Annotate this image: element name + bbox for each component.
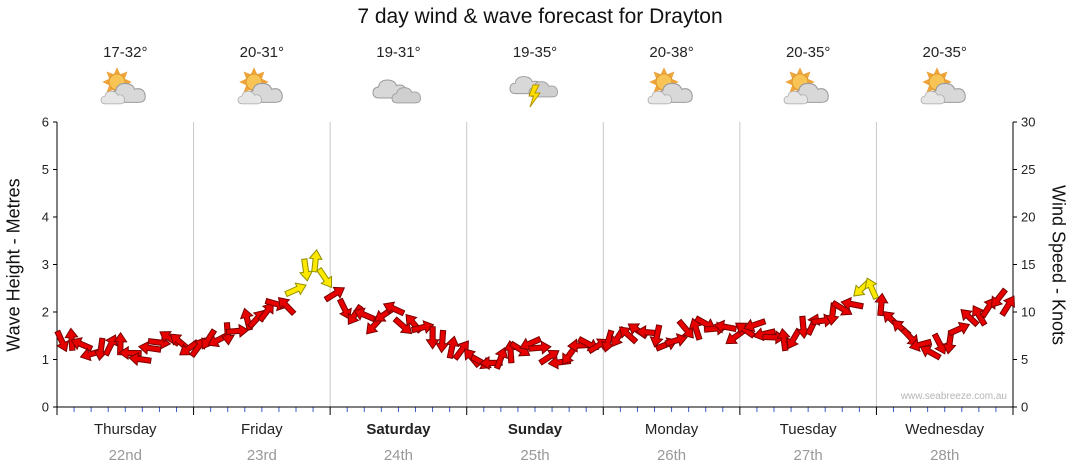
right-axis-tick-label: 5: [1021, 352, 1028, 367]
wind-arrow: [786, 327, 802, 350]
wind-arrow: [600, 329, 615, 353]
cloud-shape: [647, 90, 672, 105]
wind-arrow: [54, 329, 70, 353]
wind-arrow: [435, 329, 450, 354]
partly-cloudy-icon: [783, 67, 829, 105]
cloud-shape: [237, 90, 262, 105]
day-name-label: Sunday: [507, 421, 563, 438]
day-date-label: 25th: [520, 447, 550, 464]
wind-arrow: [277, 297, 297, 317]
day-temperature-range: 20-35°: [922, 44, 967, 61]
left-axis-tick-label: 0: [42, 400, 49, 415]
right-axis-tick-label: 10: [1021, 305, 1035, 320]
wind-arrow: [971, 305, 988, 327]
wind-arrow: [649, 324, 664, 348]
thunderstorm-icon: [509, 76, 558, 108]
wind-arrow-strong: [864, 277, 880, 300]
day-name-label: Friday: [241, 421, 283, 438]
wind-arrow: [128, 351, 152, 367]
day-temperature-range: 17-32°: [103, 44, 148, 61]
day-temperature-range: 20-38°: [649, 44, 694, 61]
wind-arrow: [991, 287, 1008, 308]
wind-arrow-strong: [308, 248, 323, 273]
wind-arrow: [919, 345, 942, 361]
wind-arrow-strong: [298, 258, 314, 282]
partly-cloudy-icon: [647, 67, 693, 105]
left-axis-tick-label: 5: [42, 162, 49, 177]
wind-arrow: [713, 319, 738, 334]
cloud-shape: [920, 90, 945, 105]
wind-arrow: [664, 333, 688, 347]
partly-cloudy-icon: [920, 67, 966, 105]
left-axis-tick-label: 3: [42, 257, 49, 272]
wind-arrow: [70, 337, 94, 352]
day-temperature-range: 20-31°: [239, 44, 285, 61]
wind-arrow: [353, 307, 377, 323]
right-axis-tick-label: 0: [1021, 400, 1028, 415]
wind-arrow: [528, 340, 552, 355]
wind-arrow: [942, 330, 957, 355]
wind-arrow: [734, 322, 756, 339]
left-axis-tick-label: 6: [42, 115, 49, 130]
wind-arrow: [445, 335, 460, 359]
wind-arrow: [225, 323, 250, 338]
day-temperature-range: 20-35°: [785, 44, 831, 61]
day-name-label: Thursday: [94, 421, 157, 438]
wind-arrow: [382, 301, 406, 317]
left-axis-tick-label: 2: [42, 305, 49, 320]
cloud-shape: [391, 87, 422, 104]
day-name-label: Tuesday: [779, 421, 837, 438]
wind-arrow: [493, 346, 509, 370]
cloudy-icon: [372, 79, 422, 104]
wind-arrow-strong: [316, 267, 333, 289]
day-date-label: 23rd: [246, 447, 277, 464]
chart-title: 7 day wind & wave forecast for Drayton: [357, 5, 723, 28]
watermark-text: www.seabreeze.com.au: [900, 391, 1007, 402]
wind-arrow: [999, 295, 1015, 317]
day-date-label: 22nd: [108, 447, 142, 464]
day-name-label: Monday: [644, 421, 699, 438]
wind-arrow: [93, 337, 108, 362]
wind-arrow: [960, 308, 980, 328]
partly-cloudy-icon: [100, 67, 147, 105]
day-date-label: 24th: [383, 447, 414, 464]
left-axis-tick-label: 4: [42, 210, 49, 225]
wind-arrow: [743, 318, 767, 333]
right-axis-tick-label: 20: [1021, 210, 1035, 225]
wind-arrow: [323, 286, 346, 303]
wind-arrow: [825, 302, 840, 326]
wind-arrow: [947, 321, 971, 337]
day-date-label: 26th: [656, 447, 687, 464]
day-date-label: 28th: [930, 447, 960, 464]
wind-arrow: [137, 340, 162, 355]
day-temperature-range: 19-35°: [512, 44, 558, 61]
right-axis-tick-label: 15: [1021, 257, 1035, 272]
right-axis-tick-label: 30: [1021, 115, 1035, 130]
wind-arrow: [840, 296, 864, 311]
partly-cloudy-icon: [237, 67, 283, 105]
wind-arrow: [908, 338, 933, 352]
lightning-bolt-icon: [528, 84, 541, 108]
day-date-label: 27th: [793, 447, 823, 464]
right-axis-tick-label: 25: [1021, 162, 1035, 177]
day-name-label: Wednesday: [905, 421, 985, 438]
day-name-label: Saturday: [366, 421, 431, 438]
cloud-shape: [783, 90, 808, 105]
wind-arrow: [618, 326, 639, 345]
wind-arrow: [118, 345, 142, 361]
wind-arrow-strong: [284, 282, 307, 298]
day-temperature-range: 19-31°: [376, 44, 421, 61]
left-axis-tick-label: 1: [42, 352, 49, 367]
wind-arrow: [257, 302, 274, 323]
wind-arrow: [179, 339, 200, 356]
wind-arrow: [452, 340, 469, 361]
cloud-shape: [100, 90, 126, 105]
